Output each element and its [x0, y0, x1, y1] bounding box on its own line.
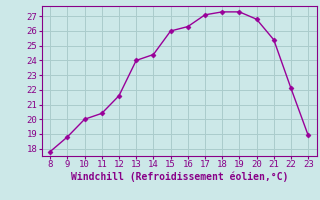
- X-axis label: Windchill (Refroidissement éolien,°C): Windchill (Refroidissement éolien,°C): [70, 172, 288, 182]
